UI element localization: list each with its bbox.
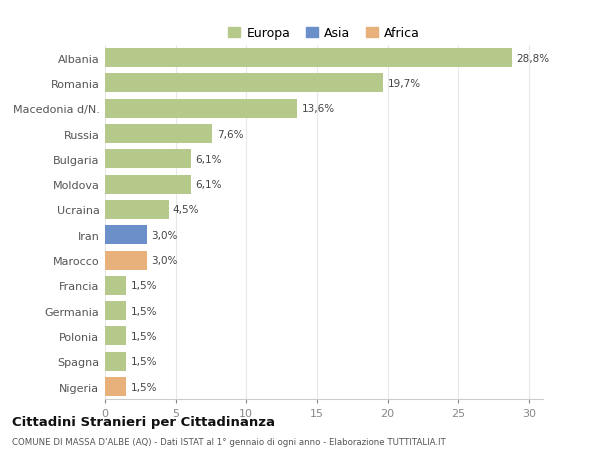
Legend: Europa, Asia, Africa: Europa, Asia, Africa: [223, 22, 425, 45]
Text: 1,5%: 1,5%: [130, 281, 157, 291]
Bar: [105, 352, 126, 371]
Bar: [105, 226, 148, 245]
Bar: [105, 74, 383, 93]
Text: 1,5%: 1,5%: [130, 357, 157, 366]
Text: 28,8%: 28,8%: [516, 54, 549, 63]
Bar: [105, 125, 212, 144]
Text: 1,5%: 1,5%: [130, 331, 157, 341]
Text: 6,1%: 6,1%: [196, 180, 222, 190]
Bar: [105, 201, 169, 219]
Bar: [105, 377, 126, 396]
Text: 3,0%: 3,0%: [152, 230, 178, 240]
Text: 4,5%: 4,5%: [173, 205, 199, 215]
Bar: [105, 327, 126, 346]
Bar: [105, 175, 191, 194]
Text: 3,0%: 3,0%: [152, 256, 178, 265]
Text: 1,5%: 1,5%: [130, 382, 157, 392]
Text: COMUNE DI MASSA D'ALBE (AQ) - Dati ISTAT al 1° gennaio di ogni anno - Elaborazio: COMUNE DI MASSA D'ALBE (AQ) - Dati ISTAT…: [12, 437, 446, 446]
Bar: [105, 150, 191, 169]
Text: Cittadini Stranieri per Cittadinanza: Cittadini Stranieri per Cittadinanza: [12, 415, 275, 428]
Bar: [105, 251, 148, 270]
Text: 19,7%: 19,7%: [388, 79, 421, 89]
Bar: [105, 276, 126, 295]
Bar: [105, 49, 512, 68]
Text: 1,5%: 1,5%: [130, 306, 157, 316]
Bar: [105, 302, 126, 320]
Text: 7,6%: 7,6%: [217, 129, 243, 139]
Text: 13,6%: 13,6%: [301, 104, 335, 114]
Text: 6,1%: 6,1%: [196, 155, 222, 164]
Bar: [105, 100, 297, 118]
